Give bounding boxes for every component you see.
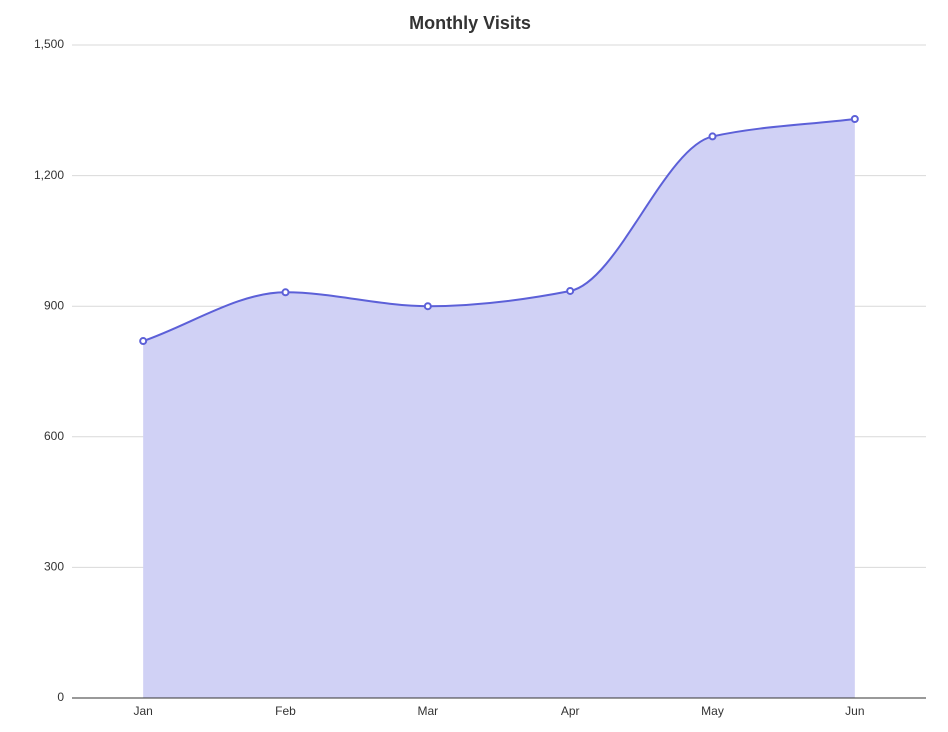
x-tick-label: Mar: [417, 704, 438, 718]
point: [850, 115, 859, 124]
chart-title: Monthly Visits: [409, 13, 531, 33]
point: [139, 337, 148, 346]
y-tick-label: 0: [57, 690, 64, 704]
y-tick-label: 600: [44, 429, 64, 443]
x-tick-label: Apr: [561, 704, 580, 718]
y-tick-label: 1,200: [34, 168, 64, 182]
point: [281, 288, 290, 297]
point: [708, 132, 717, 141]
y-tick-label: 300: [44, 560, 64, 574]
point: [423, 302, 432, 311]
x-tick-label: Jan: [133, 704, 152, 718]
y-tick-label: 900: [44, 298, 64, 312]
point: [566, 286, 575, 295]
x-tick-label: Jun: [845, 704, 864, 718]
line: [142, 118, 855, 342]
x-tick-label: May: [701, 704, 724, 718]
area: [143, 119, 855, 699]
x-tick-label: Feb: [275, 704, 296, 718]
y-tick-label: 1,500: [34, 37, 64, 51]
